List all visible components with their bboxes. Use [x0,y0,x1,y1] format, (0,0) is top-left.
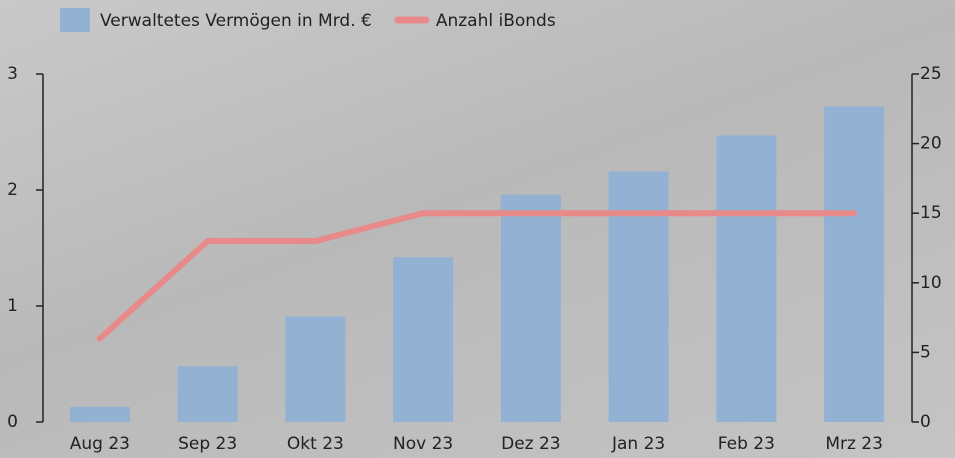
bar [716,135,777,423]
legend-label: Anzahl iBonds [436,11,556,31]
x-tick-label: Nov 23 [393,434,453,454]
y-tick-label: 1 [7,296,18,316]
bar [177,366,238,422]
x-tick-label: Jan 23 [611,434,665,454]
x-tick-label: Okt 23 [287,434,344,454]
bar [393,257,454,422]
x-tick-label: Sep 23 [178,434,237,454]
bar [69,406,130,422]
y2-tick-label: 10 [920,273,942,293]
y-tick-label: 3 [7,64,18,84]
y2-tick-label: 5 [920,342,931,362]
x-tick-label: Feb 23 [718,434,775,454]
y-tick-label: 2 [7,180,18,200]
legend-swatch [60,8,90,32]
y2-tick-label: 0 [920,412,931,432]
x-tick-label: Aug 23 [70,434,130,454]
line [96,210,858,342]
y2-tick-label: 20 [920,134,942,154]
bar [285,316,346,422]
y2-tick-label: 15 [920,203,942,223]
x-tick-label: Mrz 23 [825,434,883,454]
bar [500,194,561,422]
y-tick-label: 0 [7,412,18,432]
bar [608,171,669,422]
legend-label: Verwaltetes Vermögen in Mrd. € [100,11,372,31]
x-tick-label: Dez 23 [501,434,561,454]
y2-tick-label: 25 [920,64,942,84]
bar [824,106,885,422]
